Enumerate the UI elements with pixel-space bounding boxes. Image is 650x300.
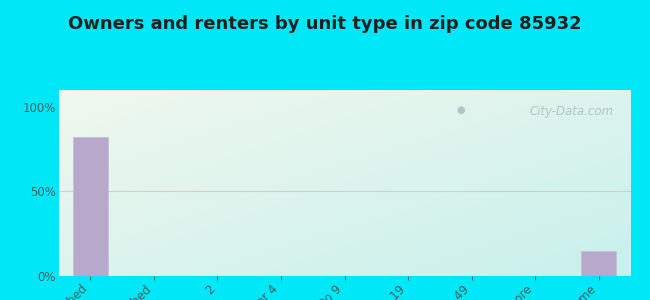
Text: ●: ● <box>456 105 465 115</box>
Bar <box>73 137 108 276</box>
Text: City-Data.com: City-Data.com <box>529 105 614 118</box>
Bar <box>581 250 616 276</box>
Text: Owners and renters by unit type in zip code 85932: Owners and renters by unit type in zip c… <box>68 15 582 33</box>
